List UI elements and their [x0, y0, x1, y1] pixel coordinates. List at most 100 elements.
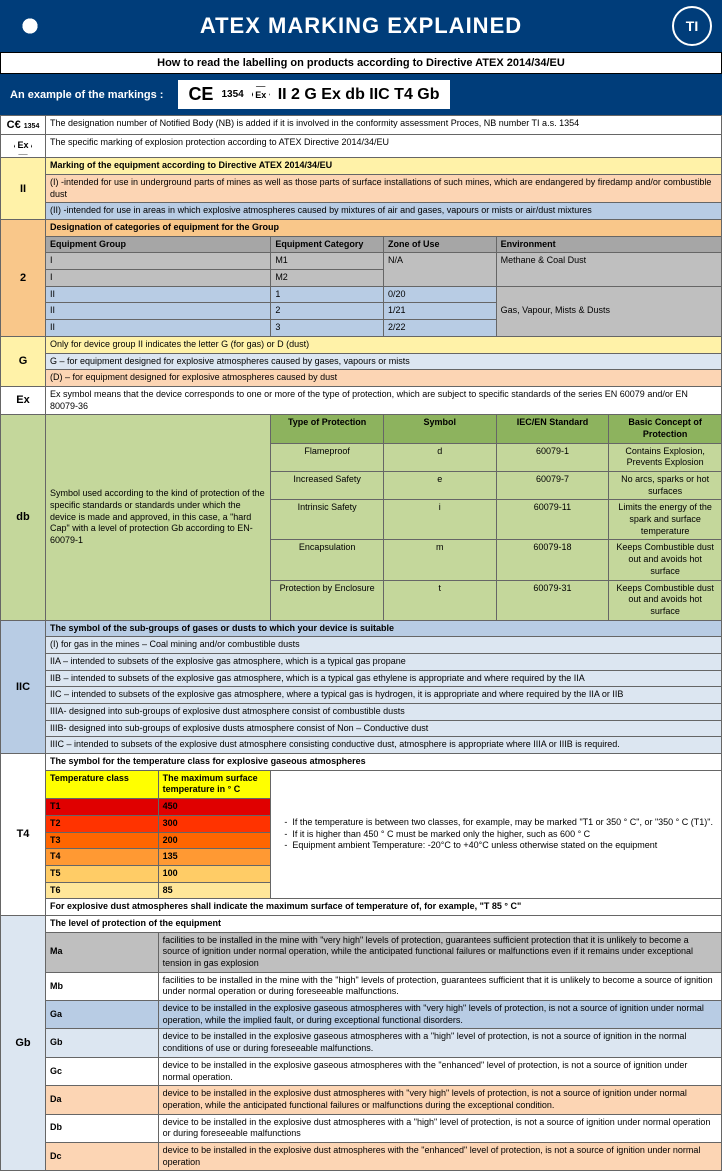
cell: 60079-18: [496, 540, 609, 580]
subtitle: How to read the labelling on products ac…: [0, 52, 722, 74]
cell: T1: [46, 799, 159, 816]
row-iic-r3: IIB – intended to subsets of the explosi…: [46, 670, 722, 687]
example-label: An example of the markings :: [10, 89, 163, 101]
row-iic-h: The symbol of the sub-groups of gases or…: [46, 620, 722, 637]
t4-notes: - If the temperature is between two clas…: [271, 770, 722, 899]
row-ex2-label: Ex: [1, 386, 46, 414]
col-tempclass: Temperature class: [46, 770, 159, 798]
cell: 300: [158, 815, 271, 832]
row-iic-r2: IIA – intended to subsets of the explosi…: [46, 653, 722, 670]
row-ii-header: Marking of the equipment according to Di…: [46, 158, 722, 175]
cell: I: [46, 270, 271, 287]
col-env: Environment: [496, 236, 721, 253]
col-eqgroup: Equipment Group: [46, 236, 271, 253]
cell: 85: [158, 882, 271, 899]
row-gb-h: The level of protection of the equipment: [46, 915, 722, 932]
row-iic-r6: IIIB- designed into sub-groups of explos…: [46, 720, 722, 737]
cell: Flameproof: [271, 443, 384, 471]
cell: II: [46, 286, 271, 303]
cell: device to be installed in the explosive …: [158, 1029, 721, 1057]
row-t4-label: T4: [1, 754, 46, 916]
main-table: C€ 1354 The designation number of Notifi…: [0, 115, 722, 1171]
row-g-r2: G – for equipment designed for explosive…: [46, 353, 722, 370]
example-bar: An example of the markings : CE 1354 Ex …: [0, 74, 722, 115]
cell: facilities to be installed in the mine w…: [158, 972, 721, 1000]
ex-hex-icon: Ex: [252, 86, 270, 104]
example-marking-text: II 2 G Ex db IIC T4 Gb: [278, 86, 440, 104]
cell: II: [46, 320, 271, 337]
cell: Ma: [46, 932, 159, 972]
header-bar: ATEX MARKING EXPLAINED TI: [0, 0, 722, 52]
row-db-label: db: [1, 415, 46, 620]
col-concept: Basic Concept of Protection: [609, 415, 722, 443]
cell: Keeps Combustible dust out and avoids ho…: [609, 540, 722, 580]
cell: T6: [46, 882, 159, 899]
cell: T5: [46, 865, 159, 882]
cell: 135: [158, 849, 271, 866]
cell: device to be installed in the explosive …: [158, 1142, 721, 1170]
cell: Limits the energy of the spark and surfa…: [609, 500, 722, 540]
row-2-header: Designation of categories of equipment f…: [46, 220, 722, 237]
row-ii-r1: (I) -intended for use in underground par…: [46, 174, 722, 202]
cell: Protection by Enclosure: [271, 580, 384, 620]
cell: Da: [46, 1086, 159, 1114]
cell: 60079-31: [496, 580, 609, 620]
cell: 450: [158, 799, 271, 816]
cell: d: [383, 443, 496, 471]
cell: 3: [271, 320, 384, 337]
row-ex-label: Ex: [1, 135, 46, 158]
col-std: IEC/EN Standard: [496, 415, 609, 443]
row-ce-text: The designation number of Notified Body …: [46, 116, 722, 135]
cell: Contains Explosion, Prevents Explosion: [609, 443, 722, 471]
row-ii-label: II: [1, 158, 46, 220]
col-maxtemp: The maximum surface temperature in ° C: [158, 770, 271, 798]
cell: m: [383, 540, 496, 580]
cell: M2: [271, 270, 384, 287]
row-db-side: Symbol used according to the kind of pro…: [46, 415, 271, 620]
cell: Dc: [46, 1142, 159, 1170]
cell: Encapsulation: [271, 540, 384, 580]
row-iic-r4: IIC – intended to subsets of the explosi…: [46, 687, 722, 704]
cell: 1: [271, 286, 384, 303]
row-ii-r2: (II) -intended for use in areas in which…: [46, 203, 722, 220]
cell: 2: [271, 303, 384, 320]
cell: 60079-7: [496, 472, 609, 500]
cell: i: [383, 500, 496, 540]
col-zone: Zone of Use: [383, 236, 496, 253]
example-box: CE 1354 Ex II 2 G Ex db IIC T4 Gb: [178, 80, 449, 109]
row-iic-label: IIC: [1, 620, 46, 754]
row-iic-r1: (I) for gas in the mines – Coal mining a…: [46, 637, 722, 654]
cell: Methane & Coal Dust: [496, 253, 721, 286]
cell: device to be installed in the explosive …: [158, 1057, 721, 1085]
row-ex-text: The specific marking of explosion protec…: [46, 135, 722, 158]
row-2-label: 2: [1, 220, 46, 337]
cell: Ga: [46, 1001, 159, 1029]
cell: Gb: [46, 1029, 159, 1057]
cell: T4: [46, 849, 159, 866]
cell: device to be installed in the explosive …: [158, 1001, 721, 1029]
ce-number: 1354: [221, 89, 243, 100]
col-eqcat: Equipment Category: [271, 236, 384, 253]
row-ce-label: C€ 1354: [1, 116, 46, 135]
cell: T2: [46, 815, 159, 832]
row-iic-r7: IIIC – intended to subsets of the explos…: [46, 737, 722, 754]
row-t4-h: The symbol for the temperature class for…: [46, 754, 722, 771]
cell: 2/22: [383, 320, 496, 337]
ce-mark: CE: [188, 84, 213, 105]
cell: T3: [46, 832, 159, 849]
row-g-r3: (D) – for equipment designed for explosi…: [46, 370, 722, 387]
cell: II: [46, 303, 271, 320]
cell: 60079-11: [496, 500, 609, 540]
cell: 1/21: [383, 303, 496, 320]
cell: Db: [46, 1114, 159, 1142]
cell: N/A: [383, 253, 496, 286]
cell: 0/20: [383, 286, 496, 303]
cell: Gc: [46, 1057, 159, 1085]
cell: Intrinsic Safety: [271, 500, 384, 540]
row-t4-footer: For explosive dust atmospheres shall ind…: [46, 899, 722, 916]
page-title: ATEX MARKING EXPLAINED: [60, 13, 662, 39]
row-g-r1: Only for device group II indicates the l…: [46, 336, 722, 353]
row-iic-r5: IIIA- designed into sub-groups of explos…: [46, 704, 722, 721]
row-gb-label: Gb: [1, 915, 46, 1170]
cell: 60079-1: [496, 443, 609, 471]
